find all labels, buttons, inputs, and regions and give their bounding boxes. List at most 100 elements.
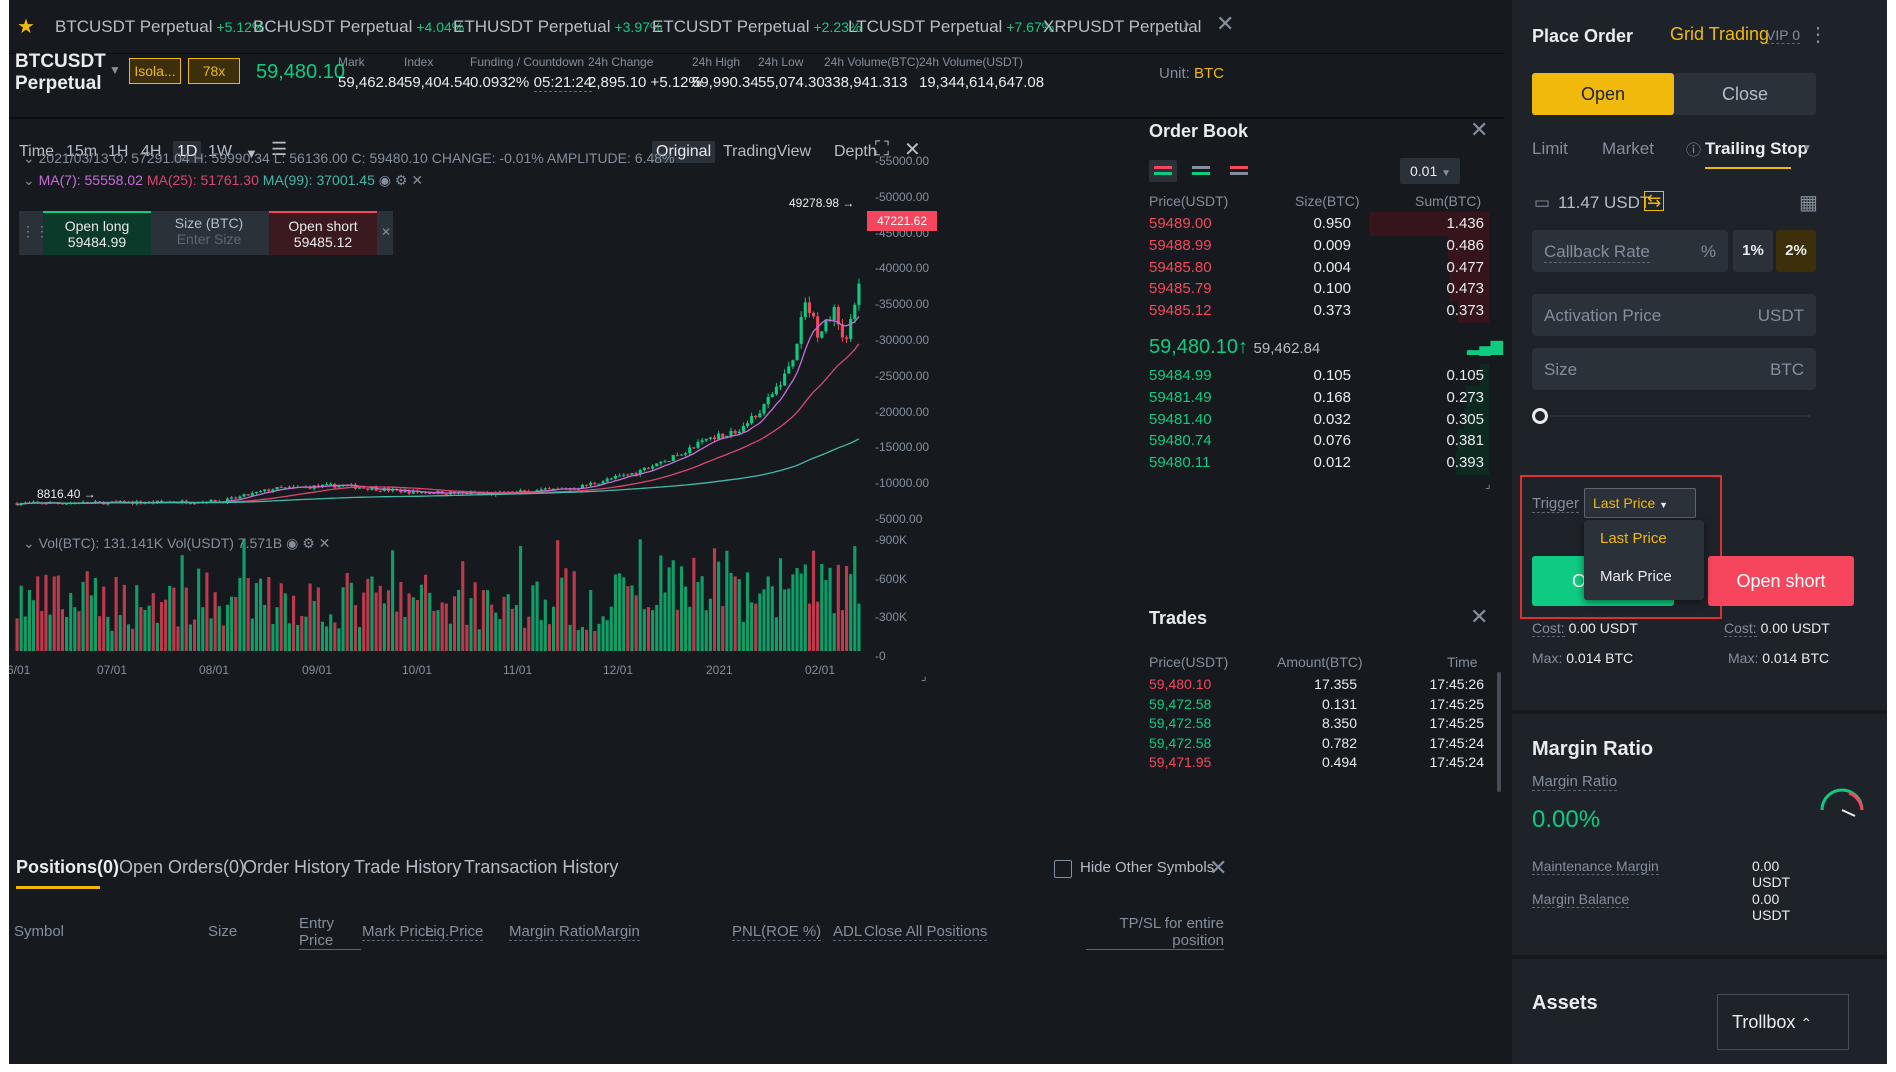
drag-handle-icon[interactable]: ⋮⋮ xyxy=(21,223,49,239)
quick-open-short-button[interactable]: Open short 59485.12 xyxy=(269,211,377,255)
bid-row[interactable]: 59481.49 0.168 0.273 xyxy=(1149,385,1489,411)
remove-indicator-icon[interactable]: ✕ xyxy=(318,535,331,551)
close-icon[interactable]: ✕ xyxy=(1209,855,1228,880)
symbol-selector[interactable]: BTCUSDT Perpetual xyxy=(15,51,106,95)
unit-selector[interactable]: Unit: BTC xyxy=(1159,65,1224,82)
volume-bar xyxy=(807,603,811,651)
more-options-icon[interactable]: ⋮ xyxy=(1808,24,1828,46)
margin-mode-button[interactable]: Isola... xyxy=(129,58,181,84)
gear-icon[interactable]: ⚙ xyxy=(302,535,315,551)
ticker-item[interactable]: BTCUSDT Perpetual +5.12% xyxy=(55,17,264,37)
trigger-option-last-price[interactable]: Last Price xyxy=(1600,530,1667,547)
tab-order-history[interactable]: Order History xyxy=(243,857,351,877)
bid-row[interactable]: 59480.74 0.076 0.381 xyxy=(1149,428,1489,454)
volume-bar xyxy=(638,539,642,651)
book-view-asks-icon[interactable] xyxy=(1225,160,1253,182)
ticker-symbol: BTCUSDT Perpetual xyxy=(55,17,213,36)
indicator-settings-icon[interactable]: ☰ xyxy=(271,139,288,159)
view-depth[interactable]: Depth xyxy=(834,143,877,160)
interval-1h[interactable]: 1H xyxy=(108,143,129,160)
bid-row[interactable]: 59480.11 0.012 0.393 xyxy=(1149,450,1489,476)
tab-transaction-history[interactable]: Transaction History xyxy=(464,857,619,877)
volume-bar xyxy=(98,616,102,651)
tab-positions[interactable]: Positions(0) xyxy=(16,857,120,877)
eye-icon[interactable]: ◉ xyxy=(286,535,299,551)
close-icon[interactable]: ✕ xyxy=(1470,117,1489,142)
interval-1d[interactable]: 1D xyxy=(173,141,202,163)
bid-row[interactable]: 59484.99 0.105 0.105 xyxy=(1149,363,1489,389)
info-icon[interactable]: ⓘ xyxy=(1686,142,1702,159)
price-chart[interactable] xyxy=(9,153,939,823)
order-type-trailing-stop[interactable]: Trailing Stop xyxy=(1705,139,1808,158)
ticker-item[interactable]: ETCUSDT Perpetual +2.23% xyxy=(652,17,861,37)
resize-corner-icon[interactable]: ⌟ xyxy=(1485,477,1491,491)
volume-bar xyxy=(52,576,56,651)
grid-trading-link[interactable]: Grid Trading xyxy=(1670,24,1770,44)
activation-price-input[interactable]: Activation Price USDT xyxy=(1532,294,1816,336)
eye-icon[interactable]: ◉ xyxy=(378,172,391,188)
trigger-option-mark-price[interactable]: Mark Price xyxy=(1600,568,1672,585)
vip-level[interactable]: VIP 0 xyxy=(1766,27,1800,44)
interval-15m[interactable]: 15m xyxy=(66,143,98,160)
fullscreen-icon[interactable]: ⛶ xyxy=(875,138,889,160)
slider-handle[interactable] xyxy=(1532,408,1548,424)
book-view-both-icon[interactable] xyxy=(1149,160,1177,182)
hide-other-symbols-checkbox[interactable] xyxy=(1054,860,1072,878)
ask-row[interactable]: 59485.79 0.100 0.473 xyxy=(1149,276,1489,302)
view-original[interactable]: Original xyxy=(652,141,716,163)
view-tradingview[interactable]: TradingView xyxy=(723,143,812,160)
size-slider[interactable] xyxy=(1532,407,1816,425)
trollbox-button[interactable]: Trollbox ⌃ xyxy=(1717,994,1849,1050)
ohlc-text: 2021/03/13 O: 57291.04 H: 59990.34 L: 56… xyxy=(38,150,675,166)
book-view-bids-icon[interactable] xyxy=(1187,160,1215,182)
quick-open-long-button[interactable]: Open long 59484.99 xyxy=(43,211,151,255)
favorite-star-icon[interactable]: ★ xyxy=(17,16,35,38)
date-tick: 08/01 xyxy=(199,663,230,677)
ticker-item[interactable]: BCHUSDT Perpetual +4.04% xyxy=(253,17,464,37)
trades-scrollbar[interactable] xyxy=(1497,672,1501,792)
ask-row[interactable]: 59485.80 0.004 0.477 xyxy=(1149,255,1489,281)
chevron-down-icon[interactable]: ▼ xyxy=(1802,143,1812,154)
callback-2pct-button[interactable]: 2% xyxy=(1776,230,1816,272)
close-tab-button[interactable]: Close xyxy=(1674,73,1816,115)
transfer-icon[interactable]: ⇆ xyxy=(1644,191,1665,211)
tab-trade-history[interactable]: Trade History xyxy=(354,857,462,877)
size-input[interactable]: Size BTC xyxy=(1532,348,1816,390)
signal-bars-icon[interactable]: ▂▄▆ xyxy=(1467,338,1503,355)
callback-1pct-button[interactable]: 1% xyxy=(1733,230,1773,272)
order-type-market[interactable]: Market xyxy=(1602,139,1654,158)
ticker-item[interactable]: XRPUSDT Perpetual xyxy=(1043,17,1201,37)
price-tick: -15000.00 xyxy=(875,440,930,455)
precision-select[interactable]: 0.01 ▼ xyxy=(1400,158,1460,184)
more-intervals-icon[interactable]: ▼ xyxy=(245,146,258,161)
gear-icon[interactable]: ⚙ xyxy=(394,172,408,188)
close-chart-icon[interactable]: ✕ xyxy=(904,139,921,161)
open-tab-button[interactable]: Open xyxy=(1532,73,1674,115)
candle-body xyxy=(840,324,844,338)
trigger-select[interactable]: Last Price ▼ xyxy=(1584,488,1696,518)
close-icon[interactable]: ✕ xyxy=(1216,11,1235,36)
ticker-item[interactable]: ETHUSDT Perpetual +3.97% xyxy=(453,17,662,37)
ask-row[interactable]: 59488.99 0.009 0.486 xyxy=(1149,233,1489,259)
interval-1w[interactable]: 1W xyxy=(208,143,232,160)
leverage-button[interactable]: 78x xyxy=(188,58,240,84)
ticker-item[interactable]: LTCUSDT Perpetual +7.67% xyxy=(848,17,1054,37)
tab-open-orders[interactable]: Open Orders(0) xyxy=(119,857,246,877)
ask-row[interactable]: 59485.12 0.373 0.373 xyxy=(1149,298,1489,324)
order-type-limit[interactable]: Limit xyxy=(1532,139,1568,158)
bid-row[interactable]: 59481.40 0.032 0.305 xyxy=(1149,407,1489,433)
close-all-positions-button[interactable]: Close All Positions xyxy=(864,923,988,941)
chevron-right-icon[interactable]: › xyxy=(1183,13,1190,35)
remove-indicator-icon[interactable]: ✕ xyxy=(411,172,424,188)
ask-row[interactable]: 59489.00 0.950 1.436 xyxy=(1149,211,1489,237)
resize-corner-icon[interactable]: ⌟ xyxy=(921,669,927,683)
callback-rate-input[interactable]: Callback Rate % xyxy=(1532,230,1728,272)
open-short-button[interactable]: Open short xyxy=(1708,556,1854,606)
chevron-down-icon[interactable]: ▼ xyxy=(109,63,121,77)
close-icon[interactable]: ✕ xyxy=(1470,604,1489,629)
close-quick-trade-icon[interactable]: ✕ xyxy=(381,225,392,239)
calculator-icon[interactable]: ▦ xyxy=(1799,192,1818,214)
interval-4h[interactable]: 4H xyxy=(141,143,162,160)
interval-time[interactable]: Time xyxy=(19,143,54,160)
quick-size-input[interactable]: Size (BTC) Enter Size xyxy=(153,215,265,247)
